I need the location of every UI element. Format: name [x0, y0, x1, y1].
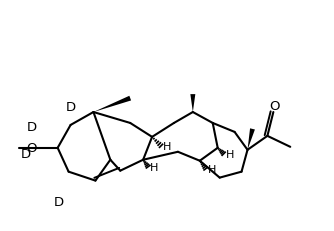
Text: D: D: [27, 121, 37, 134]
Text: D: D: [65, 100, 75, 113]
Text: H: H: [208, 164, 216, 174]
Text: D: D: [53, 195, 64, 208]
Text: H: H: [150, 162, 158, 172]
Polygon shape: [247, 129, 255, 150]
Text: O: O: [26, 142, 37, 155]
Text: H: H: [163, 141, 171, 151]
Polygon shape: [94, 96, 131, 112]
Polygon shape: [190, 95, 195, 112]
Text: D: D: [21, 148, 31, 161]
Text: H: H: [226, 149, 234, 159]
Text: O: O: [269, 100, 280, 112]
